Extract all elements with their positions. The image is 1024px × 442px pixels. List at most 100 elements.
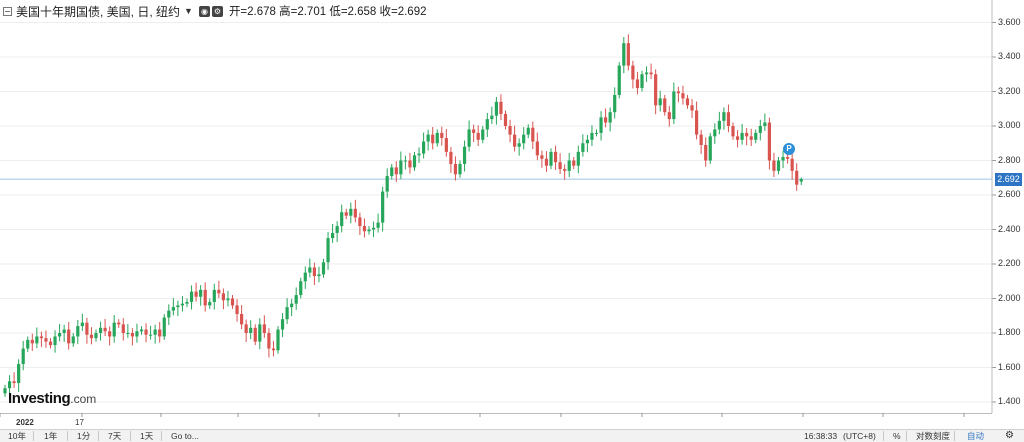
candle-down (362, 226, 367, 232)
candle-up (126, 333, 130, 334)
last-price-label: 2.692 (995, 172, 1022, 186)
percent-toggle[interactable]: % (893, 431, 901, 441)
range-7d[interactable]: 7天 (108, 431, 122, 441)
candle-up (3, 388, 7, 394)
candle-up (467, 129, 471, 147)
timezone-button[interactable]: (UTC+8) (843, 431, 876, 441)
candle-down (144, 329, 148, 335)
candle-down (108, 331, 112, 337)
candle-up (490, 115, 494, 120)
candle-up (390, 167, 394, 177)
candle-up (167, 310, 171, 318)
candle-down (535, 141, 539, 156)
instrument-title[interactable]: 美国十年期国债, 美国, 日, 纽约 (16, 4, 181, 19)
logo-brand: Investing (8, 390, 71, 407)
goto-button[interactable]: Go to... (171, 431, 199, 441)
log-scale-toggle[interactable]: 对数刻度 (916, 431, 951, 441)
candle-down (103, 327, 107, 332)
candle-up (326, 238, 330, 263)
separator (161, 431, 162, 441)
candle-down (262, 324, 266, 333)
auto-scale-toggle[interactable]: 自动 (967, 431, 985, 441)
range-1d[interactable]: 1天 (140, 431, 154, 441)
y-tick-label: 2.600 (998, 189, 1021, 199)
collapse-icon[interactable] (3, 6, 12, 16)
candle-up (21, 348, 25, 365)
candle-down (235, 305, 239, 315)
candle-up (135, 331, 139, 337)
candle-up (303, 272, 307, 282)
candle-down (253, 327, 257, 342)
eye-icon[interactable]: ◉ (198, 5, 210, 17)
candle-down (203, 289, 207, 306)
candle-up (26, 339, 30, 349)
candle-down (663, 98, 667, 113)
candle-down (681, 93, 685, 99)
candle-up (208, 301, 212, 306)
candle-down (635, 79, 640, 89)
y-tick-label: 2.200 (998, 258, 1021, 268)
candle-up (280, 319, 285, 330)
candle-down (431, 134, 435, 144)
candle-down (444, 138, 448, 152)
candle-up (549, 151, 553, 166)
range-10y[interactable]: 10年 (8, 431, 26, 441)
candle-down (649, 72, 653, 75)
y-tick-label: 2.000 (998, 292, 1021, 303)
candle-up (658, 98, 662, 106)
candle-down (726, 112, 731, 126)
candle-down (39, 336, 43, 339)
candle-up (71, 336, 75, 344)
candle-up (7, 381, 12, 389)
candle-down (85, 322, 89, 335)
candle-up (308, 267, 312, 273)
candle-down (358, 217, 362, 227)
candle-up (526, 127, 530, 135)
event-marker-p[interactable]: P (783, 143, 795, 155)
candle-down (117, 322, 121, 325)
candle-up (290, 303, 294, 308)
candle-up (422, 141, 426, 154)
settings-small-icon[interactable]: ⚙ (211, 5, 223, 17)
y-tick-label: 3.200 (998, 85, 1021, 96)
candle-down (513, 134, 517, 147)
candle-down (12, 381, 16, 384)
candle-up (349, 208, 353, 216)
candle-down (558, 162, 562, 170)
time-axis-ticks (0, 413, 965, 417)
candle-up (517, 143, 521, 147)
candle-up (249, 327, 253, 333)
candle-up (53, 336, 57, 346)
candle-up (758, 126, 762, 133)
range-1min[interactable]: 1分 (77, 431, 91, 441)
separator (67, 431, 68, 441)
candle-up (321, 262, 326, 275)
candle-up (799, 179, 803, 182)
candle-up (713, 129, 717, 137)
candle-up (35, 336, 39, 344)
range-1y[interactable]: 1年 (44, 431, 58, 441)
candle-down (654, 74, 658, 106)
candle-up (426, 134, 430, 142)
candle-up (481, 129, 485, 140)
candle-up (417, 153, 421, 156)
candle-down (699, 134, 703, 145)
candle-down (499, 101, 503, 114)
candle-down (540, 155, 544, 159)
candle-down (685, 98, 690, 106)
logo-suffix: .com (70, 392, 97, 406)
candle-down (353, 208, 357, 218)
candle-down (240, 314, 244, 325)
investing-logo[interactable]: Investing.com (8, 390, 96, 407)
gear-icon[interactable]: ⚙ (1005, 430, 1014, 441)
clock-time: 16:38:33 (804, 431, 838, 441)
x-label-year: 2022 (16, 418, 34, 427)
candle-up (94, 333, 98, 339)
separator (33, 431, 34, 441)
candle-up (149, 334, 153, 336)
candle-up (754, 132, 758, 140)
caret-down-icon[interactable]: ▼ (184, 6, 193, 16)
candle-down (749, 136, 753, 140)
candle-up (180, 303, 185, 306)
